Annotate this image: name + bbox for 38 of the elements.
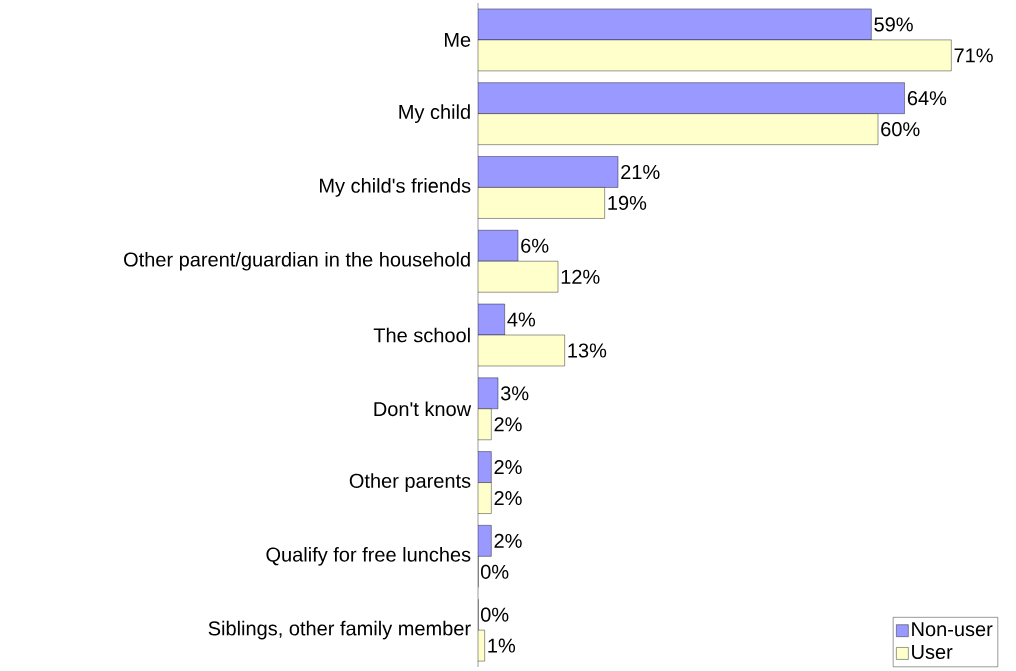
y-tick-label: Qualify for free lunches [266, 547, 471, 566]
data-label: 13% [568, 343, 607, 358]
y-tick-label: My child's friends [320, 178, 471, 197]
data-label: 2% [494, 460, 522, 475]
y-tick-label: Other parent/guardian in the household [124, 251, 470, 271]
legend-label: Non-user [912, 622, 993, 637]
y-tick-label: Me [444, 32, 471, 47]
data-label: 12% [561, 269, 600, 284]
bar [478, 39, 952, 72]
y-tick-label: My child [399, 104, 470, 123]
bar [478, 82, 905, 114]
bar [478, 8, 872, 41]
data-label: 59% [874, 17, 913, 32]
data-label: 0% [480, 607, 509, 622]
data-label: 2% [494, 417, 522, 432]
bar [478, 156, 619, 188]
data-label: 1% [488, 638, 516, 653]
bar [478, 261, 559, 293]
y-tick-label: Other parents [349, 473, 471, 492]
y-tick-label: The school [373, 327, 470, 343]
bar [478, 113, 879, 145]
legend-label: User [912, 645, 953, 660]
data-label: 71% [954, 48, 993, 63]
data-label: 6% [521, 238, 549, 253]
data-label: 21% [621, 164, 660, 180]
y-tick-label: Don't know [374, 401, 472, 417]
data-label: 3% [500, 386, 529, 401]
bar [478, 334, 565, 367]
data-label: 2% [494, 491, 522, 506]
data-label: 64% [907, 91, 947, 106]
data-label: 4% [507, 312, 536, 327]
data-label: 60% [881, 122, 920, 137]
bar [478, 187, 605, 219]
data-label: 0% [480, 564, 509, 579]
data-label: 2% [494, 533, 522, 548]
y-tick-label: Siblings, other family member [208, 620, 471, 640]
bar [478, 230, 519, 262]
data-label: 19% [608, 195, 647, 211]
